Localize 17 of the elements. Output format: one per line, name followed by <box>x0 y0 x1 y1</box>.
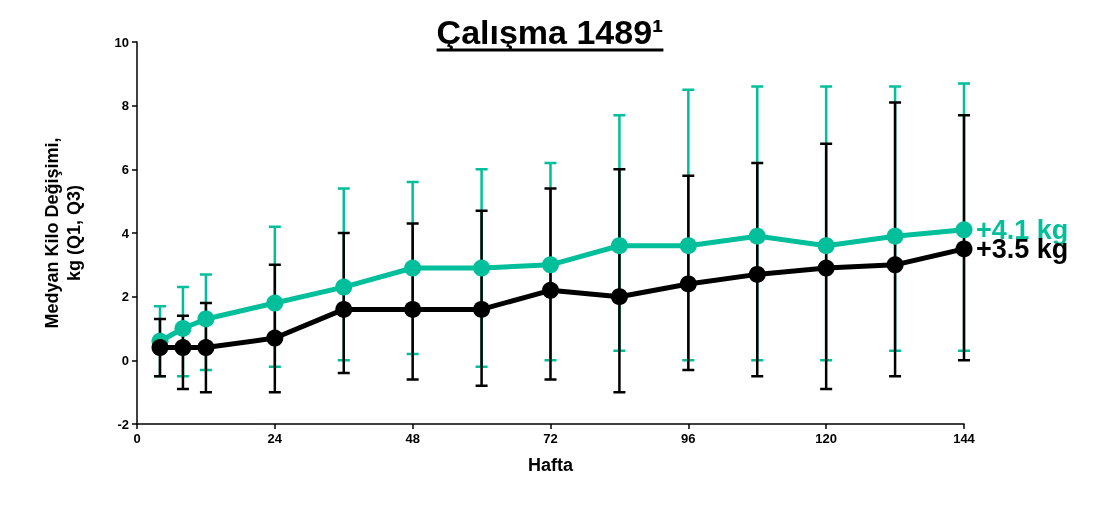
y-tick-label: 8 <box>121 98 129 114</box>
x-tick-label: 144 <box>953 431 976 446</box>
x-tick-label: 24 <box>267 431 283 446</box>
x-tick-label: 0 <box>133 431 141 446</box>
y-tick-label: -2 <box>117 416 129 432</box>
y-axis-title: Medyan Kilo Değişimi, kg (Q1, Q3) <box>42 137 84 329</box>
y-tick-label: 4 <box>121 225 130 241</box>
y-tick-label: 0 <box>121 352 129 368</box>
x-tick-label: 48 <box>405 431 420 446</box>
y-tick-label: 2 <box>121 289 129 305</box>
x-tick-label: 120 <box>815 431 838 446</box>
x-axis-title: Hafta <box>527 455 574 475</box>
y-tick-label: 6 <box>121 161 129 177</box>
x-tick-label: 72 <box>543 431 558 446</box>
chart-title: Çalışma 1489¹ <box>436 13 664 51</box>
x-tick-label: 96 <box>681 431 696 446</box>
y-tick-label: 10 <box>114 34 129 50</box>
